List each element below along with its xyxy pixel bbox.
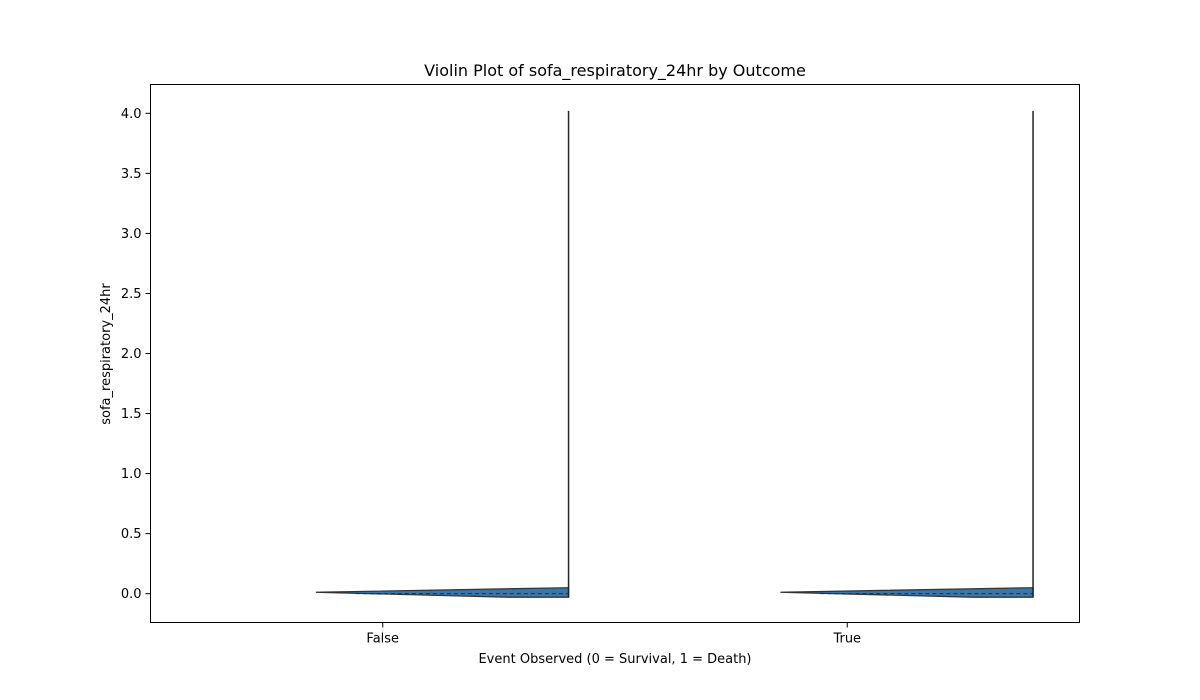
y-tick-label: 2.5 xyxy=(121,287,142,302)
plot-frame xyxy=(150,84,1080,623)
x-tick-label: True xyxy=(832,632,861,647)
y-tick-label: 2.0 xyxy=(121,347,142,362)
y-tick-label: 3.5 xyxy=(121,167,142,182)
x-tick-label: False xyxy=(366,632,399,647)
y-tick-label: 1.5 xyxy=(121,407,142,422)
y-tick-label: 0.0 xyxy=(121,587,142,602)
y-tick-label: 1.0 xyxy=(121,467,142,482)
violins-group xyxy=(315,110,1034,598)
y-tick-label: 0.5 xyxy=(121,527,142,542)
y-axis: 0.0 0.5 1.0 1.5 2.0 2.5 3.0 3.5 4.0 xyxy=(121,107,151,602)
violin-body-false xyxy=(315,587,570,598)
y-tick-label: 3.0 xyxy=(121,227,142,242)
violin-body-true xyxy=(780,587,1034,598)
chart-title: Violin Plot of sofa_respiratory_24hr by … xyxy=(424,61,806,81)
y-axis-label: sofa_respiratory_24hr xyxy=(99,283,114,425)
y-tick-label: 4.0 xyxy=(121,107,142,122)
x-axis: False True xyxy=(366,622,861,647)
x-axis-label: Event Observed (0 = Survival, 1 = Death) xyxy=(478,652,751,667)
